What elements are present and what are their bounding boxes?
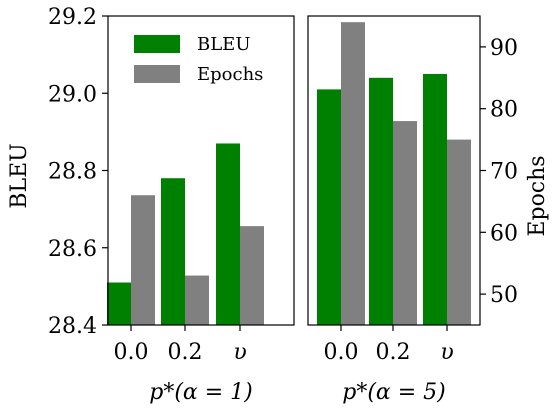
left-y-axis-ticks: 28.4 28.6 28.8 29.0 29.2 — [48, 5, 108, 339]
bar-bleu-1 — [107, 282, 131, 325]
x-tick-label: 0.2 — [168, 340, 203, 365]
panel-alpha-5-x-axis-title: p*(α = 5) — [342, 380, 446, 405]
y-tick-label: 28.8 — [48, 160, 97, 185]
x-tick-label: υ — [233, 340, 246, 365]
y-tick-label: 29.2 — [48, 5, 97, 30]
y-tick-label: 29.0 — [48, 82, 97, 107]
bar-bleu-2 — [369, 77, 393, 325]
panel-alpha-1: 28.4 28.6 28.8 29.0 29.2 0.0 0.2 υ BLEU Epochs… — [7, 5, 295, 405]
panel-alpha-5-x-ticks: 0.0 0.2 υ — [324, 325, 454, 365]
bar-epochs-1 — [131, 195, 155, 325]
legend-label-bleu: BLEU — [197, 34, 251, 55]
bar-bleu-2 — [161, 178, 185, 325]
bar-bleu-1 — [317, 89, 341, 325]
left-y-axis-title: BLEU — [7, 143, 32, 208]
y-tick-label: 28.4 — [48, 314, 97, 339]
right-y-axis-title: Epochs — [525, 155, 550, 236]
bar-epochs-1 — [341, 22, 365, 326]
legend: BLEU Epochs — [134, 34, 263, 85]
bar-epochs-3 — [447, 139, 471, 325]
panel-alpha-1-x-ticks: 0.0 0.2 υ — [114, 325, 247, 365]
panel-alpha-5: 50 60 70 80 90 0.0 0.2 υ Epochs p*(α = 5) — [307, 15, 550, 405]
x-tick-label: 0.0 — [324, 340, 359, 365]
bar-epochs-3 — [240, 226, 264, 325]
y2-tick-label: 50 — [490, 283, 518, 308]
panel-alpha-1-x-axis-title: p*(α = 1) — [149, 380, 253, 405]
y2-tick-label: 70 — [490, 160, 518, 185]
bars-panel-alpha-1 — [107, 143, 264, 325]
legend-label-epochs: Epochs — [197, 64, 263, 85]
legend-swatch-epochs — [134, 65, 180, 83]
bar-epochs-2 — [393, 121, 417, 325]
y2-tick-label: 80 — [490, 98, 518, 123]
bar-epochs-2 — [185, 275, 209, 325]
legend-swatch-bleu — [134, 35, 180, 53]
bar-bleu-3 — [216, 143, 240, 325]
bars-panel-alpha-5 — [317, 22, 471, 326]
x-tick-label: 0.2 — [376, 340, 411, 365]
bar-bleu-3 — [423, 73, 447, 325]
y-tick-label: 28.6 — [48, 237, 97, 262]
x-tick-label: 0.0 — [114, 340, 149, 365]
y2-tick-label: 60 — [490, 221, 518, 246]
right-y-axis-ticks: 50 60 70 80 90 — [480, 36, 518, 308]
y2-tick-label: 90 — [490, 36, 518, 61]
x-tick-label: υ — [440, 340, 453, 365]
